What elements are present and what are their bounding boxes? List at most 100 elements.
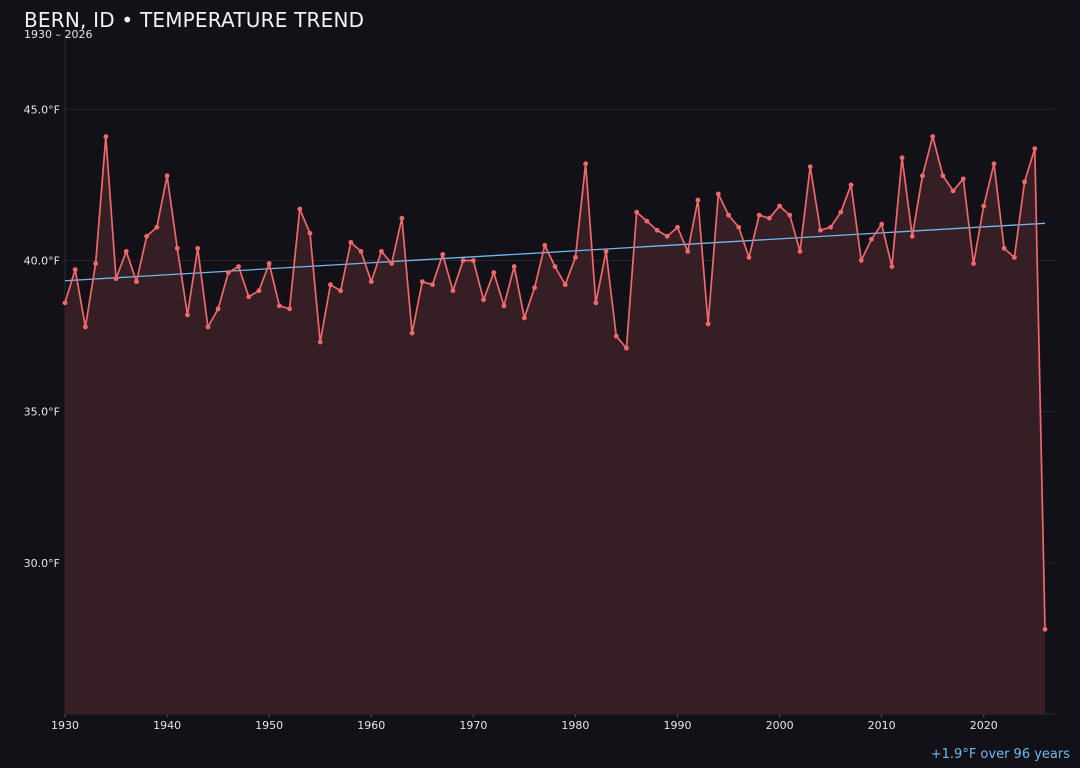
data-point — [583, 161, 589, 167]
data-point — [889, 264, 895, 269]
data-point — [164, 173, 170, 179]
data-point — [317, 339, 323, 345]
data-point — [695, 197, 701, 203]
data-point — [562, 282, 568, 288]
data-point — [379, 249, 384, 254]
data-point — [440, 252, 446, 257]
chart-subtitle: 1930 – 2026 — [24, 28, 93, 41]
y-tick-label: 40.0°F — [24, 254, 60, 267]
data-point — [144, 233, 150, 239]
data-point — [154, 224, 160, 230]
data-point — [828, 224, 834, 230]
data-point — [613, 333, 619, 339]
data-point — [624, 345, 629, 351]
data-point — [664, 233, 670, 239]
data-point — [940, 173, 946, 179]
data-point — [766, 215, 772, 221]
data-point — [869, 236, 874, 242]
data-point — [991, 161, 997, 167]
data-point — [225, 270, 231, 275]
data-point — [818, 227, 823, 233]
data-point — [848, 182, 854, 188]
data-point — [501, 303, 507, 309]
data-point — [287, 306, 292, 312]
data-point — [134, 279, 139, 285]
data-point — [971, 261, 976, 266]
data-point — [511, 264, 517, 269]
data-point — [532, 285, 537, 291]
data-point — [644, 218, 650, 224]
data-point — [654, 227, 660, 233]
x-tick-label: 1930 — [51, 719, 79, 732]
data-point — [746, 255, 752, 260]
y-tick-label: 35.0°F — [24, 406, 60, 419]
y-tick-labels: 30.0°F 35.0°F 40.0°F 45.0°F — [24, 103, 60, 570]
data-point — [236, 264, 241, 269]
x-tick-label: 1980 — [561, 719, 589, 732]
data-point — [123, 249, 129, 254]
series-points — [62, 134, 1048, 632]
data-point — [960, 176, 966, 182]
data-point — [419, 279, 425, 285]
data-point — [348, 239, 354, 245]
data-point — [1042, 626, 1048, 632]
data-point — [307, 230, 313, 236]
data-point — [603, 249, 609, 254]
data-point — [72, 267, 78, 272]
data-point — [62, 300, 68, 306]
data-point — [338, 288, 344, 294]
data-point — [552, 264, 558, 269]
data-point — [1011, 255, 1017, 260]
x-tick-label: 1950 — [255, 719, 283, 732]
data-point — [787, 212, 793, 218]
data-point — [909, 233, 915, 239]
data-point — [297, 206, 303, 212]
x-tick-label: 2020 — [970, 719, 998, 732]
data-point — [521, 315, 527, 321]
data-point — [1032, 146, 1038, 152]
x-tick-label: 1940 — [153, 719, 181, 732]
data-point — [83, 324, 88, 330]
data-point — [491, 270, 497, 275]
data-point — [256, 288, 262, 294]
x-tick-labels: 1930 1940 1950 1960 1970 1980 1990 2000 2010 2020 — [51, 719, 998, 732]
data-point — [93, 261, 99, 266]
data-point — [481, 297, 486, 303]
y-tick-label: 45.0°F — [24, 103, 60, 116]
data-point — [756, 212, 762, 218]
series-area-fill — [65, 136, 1045, 714]
x-tick-label: 1990 — [664, 719, 692, 732]
data-point — [777, 203, 782, 209]
data-point — [276, 303, 282, 309]
data-point — [879, 221, 885, 227]
data-point — [950, 188, 956, 194]
data-point — [573, 255, 578, 260]
data-point — [430, 282, 435, 288]
data-point — [593, 300, 599, 306]
x-tick-label: 2000 — [766, 719, 794, 732]
data-point — [113, 276, 119, 282]
data-point — [389, 261, 395, 266]
data-point — [368, 279, 374, 285]
data-point — [409, 330, 415, 336]
data-point — [195, 245, 201, 251]
data-point — [726, 212, 731, 218]
data-point — [470, 258, 476, 263]
data-point — [399, 215, 405, 221]
data-point — [266, 261, 272, 266]
data-point — [450, 288, 456, 294]
data-point — [1022, 179, 1027, 185]
data-point — [715, 191, 721, 197]
data-point — [246, 294, 252, 300]
x-tick-label: 1970 — [459, 719, 487, 732]
data-point — [920, 173, 925, 179]
data-point — [807, 164, 813, 170]
data-point — [215, 306, 221, 312]
data-point — [675, 224, 680, 230]
data-point — [736, 224, 742, 230]
series-area — [65, 136, 1045, 714]
data-point — [328, 282, 333, 288]
x-tick-label: 1960 — [357, 719, 385, 732]
data-point — [981, 203, 987, 209]
data-point — [838, 209, 844, 215]
